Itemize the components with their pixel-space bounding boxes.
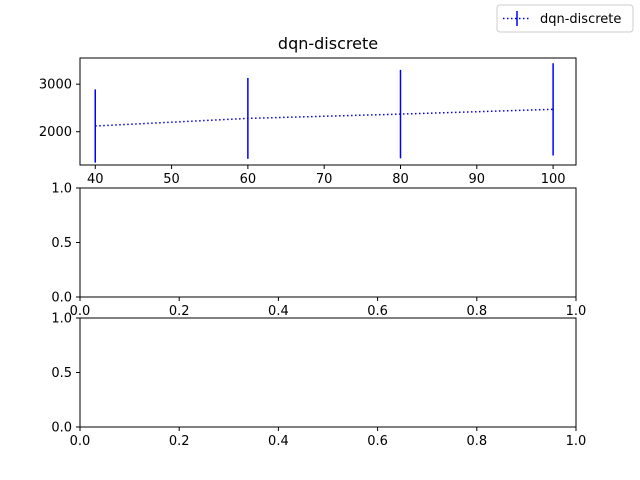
- x-tick-label: 0.6: [367, 304, 388, 319]
- x-tick-label: 0.8: [466, 304, 487, 319]
- series-line: [95, 108, 554, 127]
- subplot-bottom: 0.0 0.2 0.4 0.6 0.8 1.0 0.0 0.5 1.0: [51, 312, 586, 450]
- y-tick-label: 2000: [39, 125, 72, 140]
- x-tick-label: 0.2: [169, 304, 190, 319]
- x-tick-label: 0.0: [70, 434, 91, 449]
- axes-frame: [79, 57, 577, 166]
- subplot-middle: 0.0 0.2 0.4 0.6 0.8 1.0 0.0 0.5 1.0: [51, 182, 586, 320]
- y-tick-label: 0.5: [51, 366, 72, 381]
- x-tick-label: 0.4: [268, 434, 289, 449]
- x-tick-label: 0.6: [367, 434, 388, 449]
- x-tick-label: 0.0: [70, 304, 91, 319]
- y-axis: 0.0 0.5 1.0: [51, 182, 80, 306]
- legend-label: dqn-discrete: [540, 12, 621, 27]
- x-tick-label: 90: [469, 172, 486, 187]
- legend-box: [496, 4, 634, 33]
- x-tick-label: 1.0: [566, 304, 587, 319]
- y-tick-label: 0.0: [51, 421, 72, 436]
- y-tick-label: 0.5: [51, 236, 72, 251]
- subplot-top: dqn-discrete 40 50 60 70 80 90 100 2000 3000: [39, 34, 577, 187]
- x-axis: 0.0 0.2 0.4 0.6 0.8 1.0: [70, 427, 587, 449]
- y-tick-label: 1.0: [51, 312, 72, 327]
- y-axis: 0.0 0.5 1.0: [51, 312, 80, 436]
- legend: dqn-discrete: [496, 4, 634, 33]
- x-tick-label: 100: [541, 172, 566, 187]
- y-tick-label: 3000: [39, 78, 72, 93]
- x-axis: 0.0 0.2 0.4 0.6 0.8 1.0: [70, 297, 587, 319]
- y-tick-label: 0.0: [51, 291, 72, 306]
- chart-title: dqn-discrete: [278, 34, 378, 53]
- y-axis: 2000 3000: [39, 78, 80, 140]
- x-tick-label: 0.2: [169, 434, 190, 449]
- x-tick-label: 50: [163, 172, 180, 187]
- x-tick-label: 0.4: [268, 304, 289, 319]
- x-tick-label: 80: [392, 172, 409, 187]
- x-tick-label: 70: [316, 172, 333, 187]
- x-tick-label: 0.8: [466, 434, 487, 449]
- x-tick-label: 1.0: [566, 434, 587, 449]
- x-axis: 40 50 60 70 80 90 100: [87, 165, 566, 187]
- x-tick-label: 60: [240, 172, 257, 187]
- series-marks: [94, 63, 554, 163]
- y-tick-label: 1.0: [51, 182, 72, 197]
- x-tick-label: 40: [87, 172, 104, 187]
